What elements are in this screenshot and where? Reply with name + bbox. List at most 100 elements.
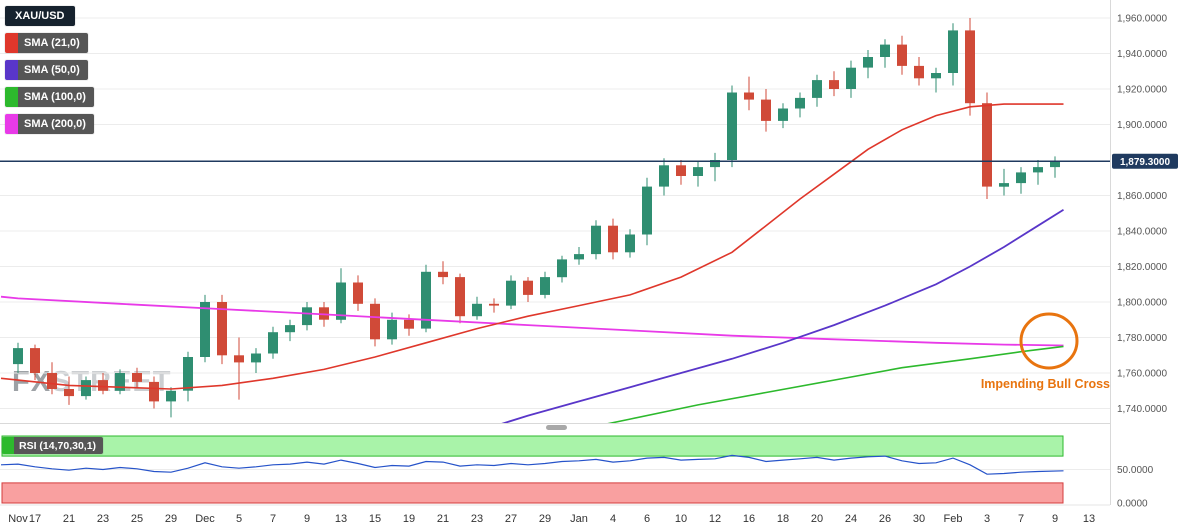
bull-cross-annotation: Impending Bull Cross xyxy=(980,377,1110,391)
legend-sma50-badge[interactable]: SMA (50,0) xyxy=(5,60,88,80)
x-axis-label: 19 xyxy=(403,513,415,525)
x-axis-label: 24 xyxy=(845,513,857,525)
y-axis-label: 1,860.0000 xyxy=(1117,191,1167,202)
y-axis-label: 1,940.0000 xyxy=(1117,49,1167,60)
x-axis-label: 17 xyxy=(29,513,41,525)
x-axis-label: 3 xyxy=(984,513,990,525)
y-axis-label: 1,780.0000 xyxy=(1117,333,1167,344)
x-axis-label: 5 xyxy=(236,513,242,525)
candle xyxy=(965,30,975,104)
x-axis-label: 13 xyxy=(1083,513,1095,525)
x-axis-label: 7 xyxy=(1018,513,1024,525)
candle xyxy=(149,381,159,402)
candle xyxy=(234,355,244,363)
candle xyxy=(727,92,737,160)
sma100-label: SMA (100,0) xyxy=(18,87,94,107)
rsi-line xyxy=(0,454,1064,475)
rsi-oversold-band xyxy=(1,482,1064,504)
candle xyxy=(421,271,431,329)
candle xyxy=(166,390,176,402)
rsi-indicator-badge[interactable]: RSI (14,70,30,1) xyxy=(2,437,104,454)
candle xyxy=(880,44,890,57)
candle xyxy=(217,302,227,356)
candle xyxy=(183,357,193,391)
x-axis-label: 16 xyxy=(743,513,755,525)
legend-sma200-badge[interactable]: SMA (200,0) xyxy=(5,114,94,134)
x-axis-label: 25 xyxy=(131,513,143,525)
x-axis-label: 23 xyxy=(471,513,483,525)
x-axis-label: 6 xyxy=(644,513,650,525)
x-axis-label: 12 xyxy=(709,513,721,525)
y-axis-label: 1,800.0000 xyxy=(1117,298,1167,309)
candle xyxy=(64,389,74,397)
x-axis-label: 29 xyxy=(539,513,551,525)
candle xyxy=(931,73,941,79)
candle xyxy=(897,44,907,66)
candle xyxy=(812,80,822,98)
candle xyxy=(47,373,57,389)
legend-sma21-badge[interactable]: SMA (21,0) xyxy=(5,33,88,53)
bull-cross-circle xyxy=(1019,312,1079,370)
sma100-line xyxy=(607,345,1064,423)
candle xyxy=(659,165,669,187)
candle xyxy=(557,259,567,278)
y-axis-label: 1,820.0000 xyxy=(1117,262,1167,273)
candle xyxy=(13,348,23,365)
sma50-swatch xyxy=(5,60,18,80)
x-axis-label: 10 xyxy=(675,513,687,525)
x-axis-label: 30 xyxy=(913,513,925,525)
candle xyxy=(1016,172,1026,184)
y-axis-label: 1,960.0000 xyxy=(1117,14,1167,25)
candle xyxy=(285,325,295,333)
x-axis-label: 29 xyxy=(165,513,177,525)
sma100-swatch xyxy=(5,87,18,107)
x-axis-label: Jan xyxy=(570,513,588,525)
legend-sma100-badge[interactable]: SMA (100,0) xyxy=(5,87,94,107)
candle xyxy=(863,57,873,68)
candles-layer xyxy=(0,18,1064,423)
y-axis-label: 1,740.0000 xyxy=(1117,404,1167,415)
candle xyxy=(523,280,533,295)
x-axis-label: Nov xyxy=(8,513,28,525)
candle xyxy=(999,183,1009,187)
candle xyxy=(710,160,720,168)
candle xyxy=(744,92,754,100)
candle xyxy=(200,302,210,357)
candle xyxy=(472,303,482,317)
sma50-line xyxy=(501,208,1064,423)
x-axis-label: 9 xyxy=(1052,513,1058,525)
candle xyxy=(251,353,261,363)
sma21-swatch xyxy=(5,33,18,53)
x-axis-label: 18 xyxy=(777,513,789,525)
symbol-badge[interactable]: XAU/USD xyxy=(5,6,75,26)
scrollbar-thumb[interactable] xyxy=(546,425,567,430)
candle xyxy=(676,165,686,176)
x-axis-label: 15 xyxy=(369,513,381,525)
candle xyxy=(438,271,448,278)
candle xyxy=(268,332,278,354)
candle xyxy=(642,186,652,235)
candle xyxy=(1050,161,1060,168)
candle xyxy=(353,282,363,304)
candle xyxy=(795,97,805,109)
x-axis-label: 7 xyxy=(270,513,276,525)
sma21-line xyxy=(0,103,1064,390)
candle xyxy=(591,225,601,255)
candle xyxy=(455,277,465,317)
rsi-axis-label: 50.0000 xyxy=(1117,465,1154,476)
sma200-swatch xyxy=(5,114,18,134)
y-axis-label: 1,760.0000 xyxy=(1117,369,1167,380)
candle xyxy=(81,380,91,397)
x-axis-label: Feb xyxy=(944,513,963,525)
candle xyxy=(914,65,924,79)
sma21-label: SMA (21,0) xyxy=(18,33,88,53)
x-axis-label: 4 xyxy=(610,513,616,525)
sma200-line xyxy=(0,295,1064,347)
y-axis-label: 1,840.0000 xyxy=(1117,227,1167,238)
candle xyxy=(132,373,142,382)
candle xyxy=(778,108,788,121)
candle xyxy=(302,307,312,326)
candle xyxy=(404,319,414,329)
